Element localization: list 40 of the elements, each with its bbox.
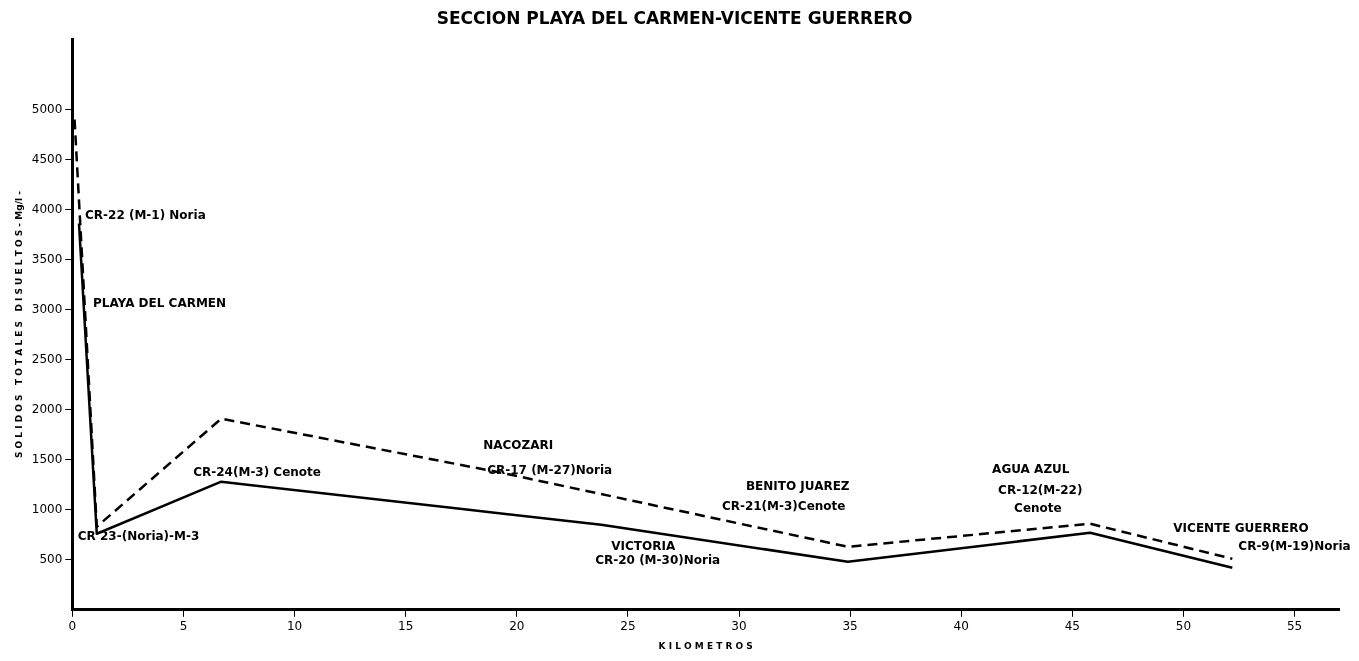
annotation: CR-9(M-19)Noria bbox=[1238, 538, 1351, 553]
annotation: CR-21(M-3)Cenote bbox=[721, 498, 846, 513]
x-tick-label: 30 bbox=[731, 619, 747, 634]
annotation: CR-22 (M-1) Noria bbox=[85, 207, 206, 222]
y-tick-label: 4500 bbox=[31, 151, 63, 166]
x-tick-label: 35 bbox=[842, 619, 858, 634]
x-tick-label: 25 bbox=[620, 619, 636, 634]
x-tick-label: 20 bbox=[509, 619, 525, 634]
x-tick-label: 0 bbox=[68, 619, 77, 634]
x-tick-label: 5 bbox=[179, 619, 188, 634]
y-tick-label: 4000 bbox=[31, 201, 63, 216]
annotation: CR-24(M-3) Cenote bbox=[193, 464, 321, 479]
annotation: BENITO JUAREZ bbox=[745, 478, 850, 493]
x-tick-label: 55 bbox=[1286, 619, 1303, 634]
y-tick-label: 3500 bbox=[31, 251, 63, 266]
y-tick-label: 1500 bbox=[31, 451, 63, 466]
annotation: VICTORIA bbox=[611, 538, 676, 553]
y-tick-label: 2000 bbox=[31, 401, 63, 416]
x-tick-label: 15 bbox=[398, 619, 414, 634]
x-tick-label: 45 bbox=[1064, 619, 1080, 634]
y-tick-label: 500 bbox=[39, 551, 63, 566]
chart-title: SECCION PLAYA DEL CARMEN-VICENTE GUERRERO bbox=[436, 7, 913, 28]
annotation: Cenote bbox=[1014, 500, 1062, 515]
x-tick-label: 10 bbox=[286, 619, 303, 634]
y-tick-label: 5000 bbox=[31, 101, 63, 116]
annotation: NACOZARI bbox=[483, 437, 554, 452]
y-tick-label: 3000 bbox=[31, 301, 63, 316]
y-tick-label: 2500 bbox=[31, 351, 63, 366]
x-tick-label: 40 bbox=[953, 619, 969, 634]
annotation: CR-20 (M-30)Noria bbox=[595, 552, 721, 567]
annotation: AGUA AZUL bbox=[992, 461, 1070, 476]
annotation: VICENTE GUERRERO bbox=[1173, 520, 1309, 535]
y-tick-label: 1000 bbox=[31, 501, 63, 516]
x-tick-label: 50 bbox=[1175, 619, 1192, 634]
annotation: CR-12(M-22) bbox=[998, 482, 1083, 497]
x-axis-title: K I L O M E T R O S bbox=[658, 640, 753, 651]
annotation: PLAYA DEL CARMEN bbox=[93, 295, 227, 310]
annotation: CR-17 (M-27)Noria bbox=[487, 462, 613, 477]
annotation: CR 23-(Noria)-M-3 bbox=[77, 528, 200, 543]
y-axis-title: S O L I D O S T O T A L E S D I S U E L T O S - Mg/l - bbox=[13, 190, 24, 459]
